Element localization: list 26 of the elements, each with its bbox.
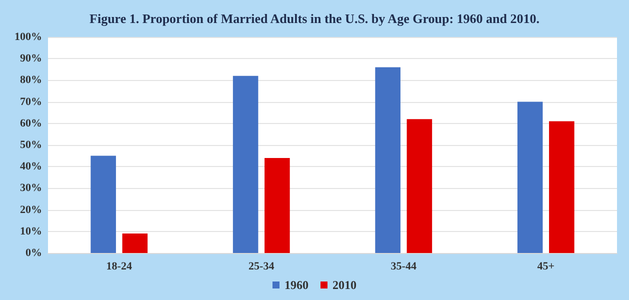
bar xyxy=(375,67,400,253)
x-tick-label: 45+ xyxy=(537,260,555,272)
bar xyxy=(90,156,116,253)
y-tick-label: 60% xyxy=(20,117,42,130)
y-tick-label: 0% xyxy=(26,247,42,259)
y-tick-label: 90% xyxy=(20,52,42,65)
x-tick-label: 35-44 xyxy=(390,260,417,272)
bar xyxy=(406,119,432,253)
legend-label: 1960 xyxy=(284,278,308,292)
bar xyxy=(549,121,574,253)
x-tick-label: 18-24 xyxy=(106,260,132,272)
chart-title: Figure 1. Proportion of Married Adults in the U.S. by Age Group: 1960 and 2010. xyxy=(90,11,540,26)
y-tick-label: 20% xyxy=(20,204,42,216)
y-tick-label: 80% xyxy=(20,74,42,86)
y-tick-label: 50% xyxy=(20,139,42,151)
y-tick-label: 100% xyxy=(14,31,42,43)
x-tick-label: 25-34 xyxy=(248,260,275,272)
bar xyxy=(517,102,543,253)
bar xyxy=(232,76,258,253)
bar xyxy=(264,158,290,253)
bar xyxy=(122,234,148,253)
y-tick-label: 10% xyxy=(20,225,42,238)
y-tick-label: 30% xyxy=(20,182,42,194)
legend-label: 2010 xyxy=(332,278,356,292)
y-tick-label: 70% xyxy=(20,96,42,108)
y-tick-label: 40% xyxy=(20,160,42,173)
